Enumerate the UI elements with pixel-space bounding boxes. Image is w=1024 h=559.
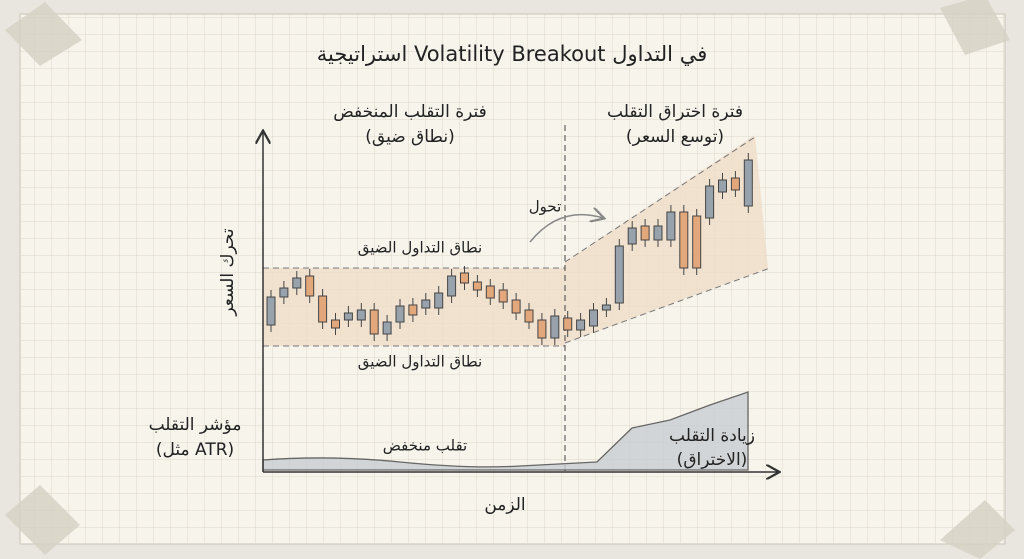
region-subtitle: (نطاق ضيق): [365, 127, 454, 147]
y-axis-label: تحرك السعر: [218, 228, 238, 316]
title: استراتيجية Volatility Breakout في التداو…: [317, 42, 707, 66]
candle-body: [692, 215, 702, 269]
candle-body: [382, 321, 392, 335]
candle-body: [485, 285, 495, 299]
candle-body: [279, 287, 289, 298]
candle-body: [511, 299, 521, 314]
candle-body: [627, 227, 637, 245]
candle-body: [730, 177, 740, 191]
atr-area: [262, 391, 749, 471]
region-title: فترة اختراق التقلب: [607, 102, 743, 122]
shift-label: تحول: [529, 198, 562, 216]
region-subtitle: (توسع السعر): [626, 127, 724, 147]
candle-body: [666, 211, 676, 241]
candle-body: [679, 211, 689, 269]
candle-body: [705, 185, 715, 219]
candle-body: [589, 309, 598, 327]
candle-body: [614, 245, 624, 304]
candle-body: [447, 275, 457, 297]
candle-body: [601, 304, 611, 311]
candle-body: [331, 319, 340, 329]
region-title: فترة التقلب المنخفض: [333, 102, 487, 122]
candle-body: [305, 275, 315, 297]
band-lines: [263, 125, 771, 472]
candle-body: [408, 304, 418, 316]
candle-body: [395, 305, 405, 323]
candle-body: [640, 225, 650, 241]
candle-body: [356, 309, 366, 321]
shift-arrow: [529, 215, 603, 243]
candle-body: [292, 277, 302, 289]
candle-body: [434, 292, 444, 309]
candle-body: [537, 319, 547, 339]
candle-body: [653, 225, 663, 241]
candle-body: [524, 309, 534, 323]
range-label: نطاق التداول الضيق: [358, 353, 482, 371]
candle-body: [743, 159, 753, 207]
indicator-label: مؤشر التقلب: [149, 415, 242, 435]
indicator-sublabel: (مثل ATR): [156, 440, 234, 460]
candle-body: [460, 272, 469, 284]
candle-body: [576, 319, 586, 331]
candle-body: [318, 295, 328, 323]
high-vol-sublabel: (الاختراق): [677, 450, 748, 470]
candle-body: [718, 179, 727, 193]
candle-body: [472, 281, 482, 291]
candle-body: [266, 296, 276, 326]
candle-body: [498, 289, 508, 303]
tape: [5, 0, 1015, 559]
candle-body: [550, 315, 560, 339]
candle-body: [369, 309, 379, 335]
high-vol-label: زيادة التقلب: [669, 426, 755, 446]
candle-body: [563, 317, 573, 331]
candle-body: [421, 299, 431, 309]
low-vol-label: تقلب منخفض: [383, 437, 467, 455]
range-label: نطاق التداول الضيق: [358, 239, 482, 257]
candles: [266, 153, 753, 345]
candle-body: [343, 312, 353, 321]
x-axis-label: الزمن: [484, 495, 525, 515]
